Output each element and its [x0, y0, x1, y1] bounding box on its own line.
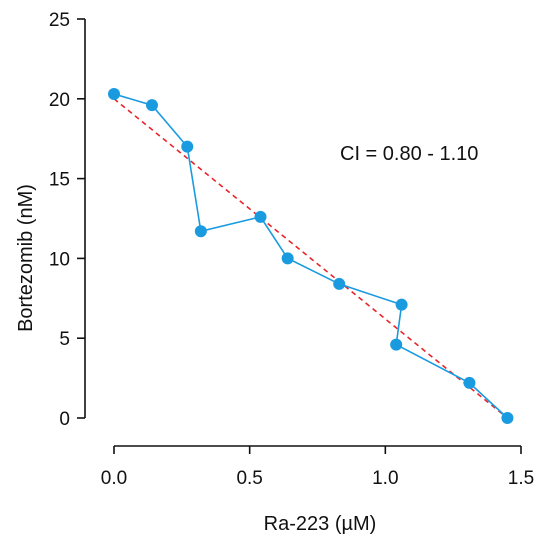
y-tick-label: 10: [49, 249, 70, 270]
y-axis-title: Bortezomib (nM): [15, 184, 37, 332]
reference-line-group: [113, 98, 508, 419]
data-point: [145, 99, 158, 112]
x-tick-label: 0.0: [101, 468, 127, 489]
x-tick-label: 1.5: [508, 468, 534, 489]
additivity-line: [113, 98, 508, 419]
data-point: [501, 412, 514, 424]
data-point: [390, 338, 403, 351]
y-tick-label: 5: [59, 329, 70, 350]
axes: 0 5 10 15 20 25 0.0 0.5 1.0 1.5: [49, 10, 534, 489]
data-point: [395, 298, 408, 311]
y-tick-label: 15: [49, 170, 70, 191]
x-tick-label: 0.5: [236, 468, 262, 489]
data-point: [181, 140, 194, 153]
data-point: [194, 225, 207, 238]
x-axis-title: Ra-223 (µM): [264, 513, 377, 535]
y-tick-label: 0: [59, 409, 70, 430]
data-point: [108, 88, 120, 101]
y-tick-label: 20: [49, 90, 70, 111]
data-point: [281, 252, 294, 265]
x-tick-label: 1.0: [372, 468, 398, 489]
y-tick-label: 25: [49, 10, 70, 31]
data-point: [254, 210, 267, 223]
data-point: [463, 376, 476, 389]
data-point: [333, 277, 346, 290]
data-points: [108, 88, 514, 424]
ci-annotation: CI = 0.80 - 1.10: [340, 143, 478, 165]
